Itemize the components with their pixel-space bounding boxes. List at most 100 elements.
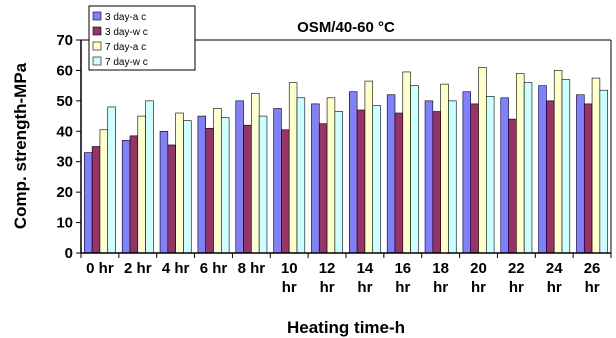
bar [508, 118, 517, 254]
x-tick-label: 24 [546, 260, 563, 277]
legend-swatch [92, 26, 102, 36]
y-tick-label: 70 [56, 32, 73, 49]
bar [296, 97, 306, 254]
y-tick-label: 30 [56, 154, 73, 171]
legend-swatch [92, 41, 102, 51]
bar [326, 97, 336, 254]
x-tick-label: 10 [281, 260, 298, 277]
bar [553, 70, 563, 254]
bar [394, 112, 404, 254]
bar [107, 106, 116, 254]
bar [159, 130, 169, 254]
bar [583, 103, 593, 254]
x-tick-label: hr [471, 279, 486, 296]
x-tick-label: hr [357, 279, 372, 296]
y-tick-label: 60 [56, 62, 73, 79]
y-tick-label: 40 [56, 123, 73, 140]
x-tick-label: 26 [584, 260, 601, 277]
bar [183, 120, 192, 254]
x-tick-label: 12 [319, 260, 336, 277]
bar [251, 92, 260, 254]
bar [121, 140, 131, 254]
bar [576, 94, 585, 254]
x-tick-label: hr [433, 279, 448, 296]
bar [349, 91, 358, 254]
y-ticks-group: 0 10 20 30 40 50 60 70 [56, 32, 81, 262]
bar [281, 129, 290, 254]
x-tick-label: hr [395, 279, 410, 296]
bar [424, 100, 434, 254]
x-tick-label: 2 hr [124, 260, 152, 277]
bar [213, 108, 222, 254]
bar [538, 85, 547, 254]
chart-title: OSM/40-60 °C [297, 19, 395, 36]
bar [311, 103, 320, 254]
bar [84, 152, 93, 254]
bar [485, 95, 495, 254]
bar [432, 111, 441, 254]
bar [221, 117, 230, 254]
bar [561, 79, 571, 254]
x-tick-label: hr [509, 279, 524, 296]
bar [500, 97, 509, 254]
bar [516, 73, 525, 254]
bar [356, 109, 366, 254]
x-tick-label: 8 hr [238, 260, 266, 277]
x-tick-label: 22 [508, 260, 525, 277]
x-tick-label: 18 [432, 260, 449, 277]
bar [99, 129, 109, 254]
bar [591, 77, 601, 254]
bars-group [84, 67, 608, 254]
bar [288, 82, 298, 254]
legend-label: 3 day-w c [105, 27, 148, 38]
bar [91, 146, 101, 254]
bar [273, 108, 282, 254]
bar [410, 85, 419, 254]
y-tick-label: 20 [56, 184, 73, 201]
bar [318, 123, 328, 254]
bar [364, 80, 374, 254]
x-tick-label: 16 [394, 260, 411, 277]
x-tick-label: 20 [470, 260, 487, 277]
bar [205, 127, 214, 254]
legend-swatch [92, 11, 102, 21]
x-tick-label: hr [282, 279, 297, 296]
legend-label: 3 day-a c [105, 12, 146, 23]
bar [145, 100, 154, 254]
y-axis-title: Comp. strength-MPa [11, 62, 30, 229]
legend-label: 7 day-a c [105, 42, 146, 53]
bar [440, 83, 449, 254]
x-tick-label: hr [547, 279, 562, 296]
bar [546, 100, 555, 254]
bar [243, 124, 252, 254]
x-tick-label: 0 hr [86, 260, 114, 277]
bar [258, 115, 268, 254]
bar [372, 105, 381, 254]
legend-box [88, 5, 196, 71]
legend-label: 7 day-w c [105, 57, 148, 68]
y-tick-label: 0 [65, 245, 73, 262]
bar [235, 100, 244, 254]
bar [470, 103, 479, 254]
x-tick-label: hr [585, 279, 600, 296]
bar [334, 111, 343, 254]
bar [448, 100, 457, 254]
x-tick-label: 14 [357, 260, 374, 277]
bar [599, 89, 608, 254]
y-tick-label: 10 [56, 215, 73, 232]
bar [462, 91, 471, 254]
x-tick-label: 4 hr [162, 260, 190, 277]
bar [129, 135, 139, 254]
bar [402, 71, 411, 254]
bar [523, 82, 533, 254]
x-ticks-group: 0 hr 2 hr 4 hr 6 hr 8 hr 10 hr 12 hr 14 hr 16 hr 18 hr… [80, 253, 612, 296]
bar [167, 144, 176, 254]
bar [137, 115, 146, 254]
legend: 3 day-a c 3 day-w c 7 day-a c 7 day-w c [88, 5, 196, 71]
bar [197, 115, 206, 254]
x-tick-label: hr [320, 279, 335, 296]
bar [386, 94, 396, 254]
bar [478, 67, 487, 254]
bar [175, 112, 184, 254]
